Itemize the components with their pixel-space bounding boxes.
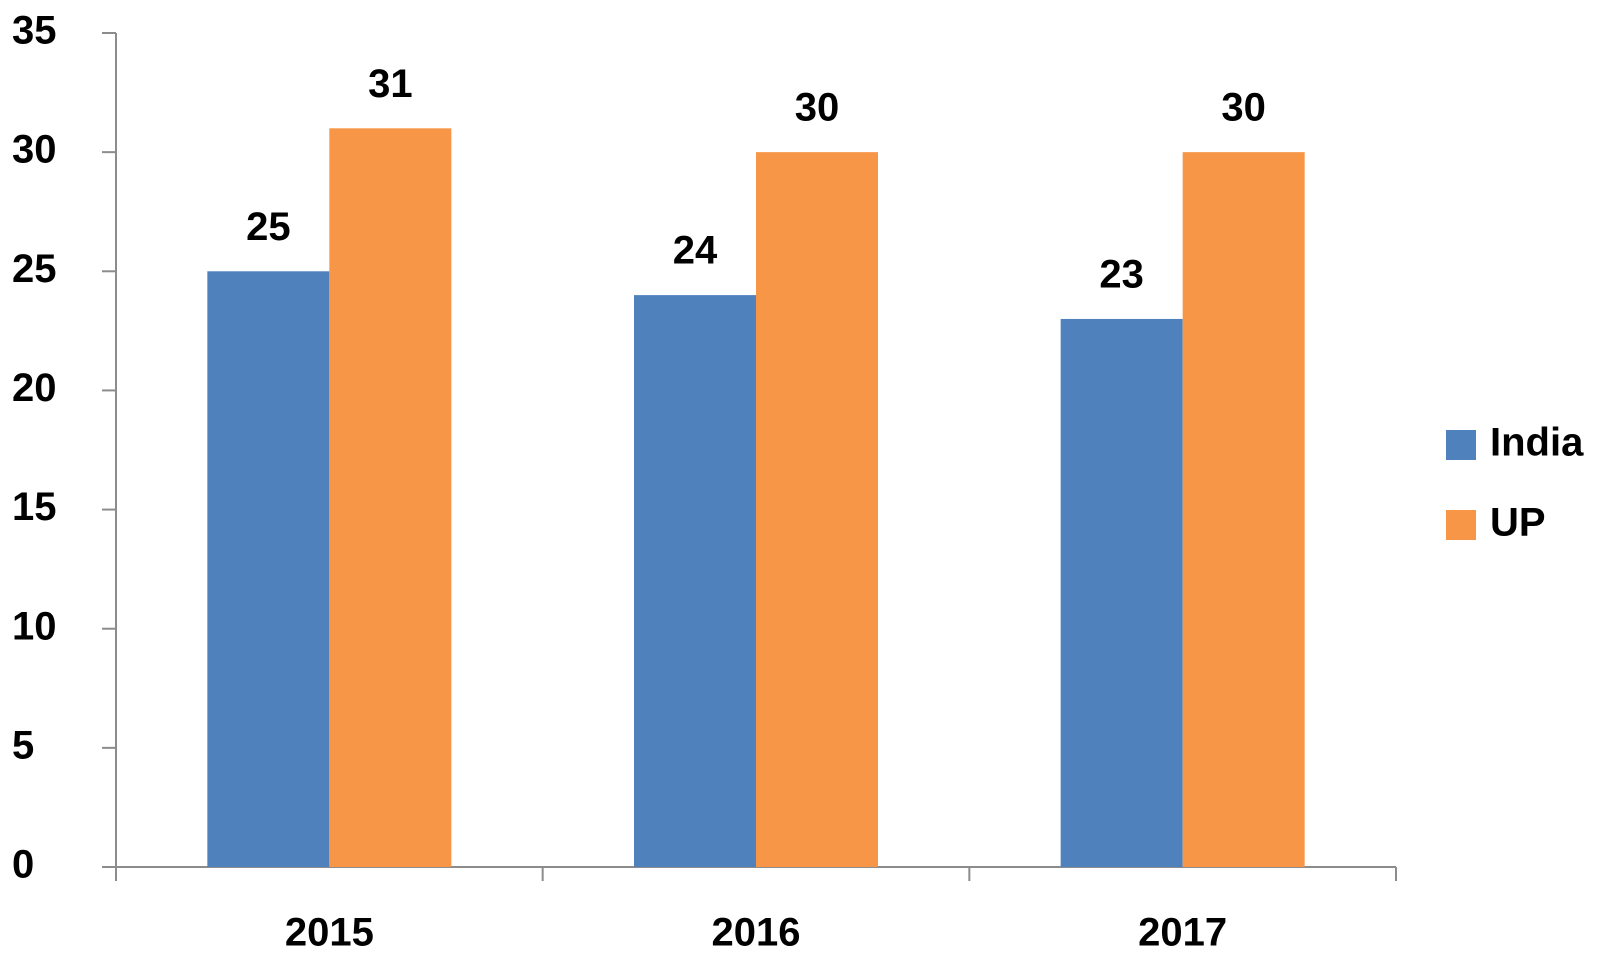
y-tick-label: 10: [12, 604, 57, 648]
bar: [1182, 152, 1305, 868]
data-label: 25: [246, 205, 291, 249]
x-tick-label: 2017: [1138, 911, 1227, 955]
bar: [329, 128, 452, 868]
y-tick-label: 35: [12, 9, 57, 53]
bar: [634, 295, 756, 868]
bar: [207, 271, 330, 867]
legend-label: UP: [1490, 501, 1546, 545]
data-label: 30: [795, 86, 840, 130]
bar: [1060, 318, 1183, 867]
y-tick-label: 0: [12, 843, 34, 887]
y-tick-label: 5: [12, 723, 34, 767]
y-tick-label: 30: [12, 128, 57, 172]
data-label: 24: [673, 229, 718, 273]
legend-swatch: [1446, 430, 1476, 460]
legend-swatch: [1446, 510, 1476, 540]
legend-label: India: [1490, 421, 1584, 465]
y-tick-label: 25: [12, 247, 57, 291]
data-label: 23: [1099, 253, 1144, 297]
x-tick-label: 2016: [712, 911, 801, 955]
data-label: 30: [1221, 86, 1266, 130]
data-label: 31: [368, 62, 413, 106]
bar: [756, 152, 878, 868]
x-tick-label: 2015: [285, 911, 374, 955]
y-tick-label: 15: [12, 485, 57, 529]
y-tick-label: 20: [12, 366, 57, 410]
